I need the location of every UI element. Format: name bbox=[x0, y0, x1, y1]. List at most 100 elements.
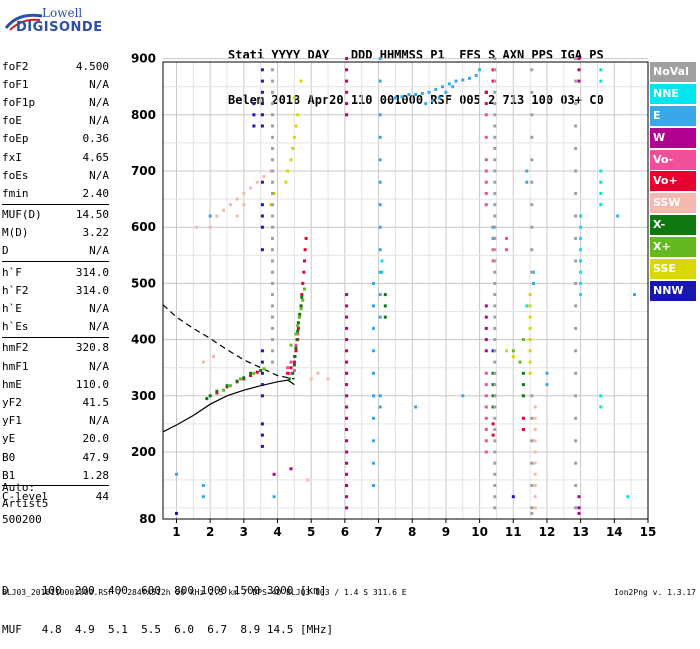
echo-point-ssw bbox=[262, 175, 266, 179]
echo-point-noval bbox=[271, 169, 274, 173]
param-row: foF1p N/A bbox=[2, 93, 109, 111]
param-row: yF2 41.5 bbox=[2, 393, 109, 411]
echo-point-nnw bbox=[260, 433, 264, 437]
echo-point-e bbox=[378, 315, 382, 319]
x-tick-label: 6 bbox=[341, 525, 349, 539]
echo-point-noval bbox=[574, 214, 578, 218]
echo-point-w bbox=[577, 511, 581, 515]
echo-point-w bbox=[345, 439, 349, 443]
echo-point-nne bbox=[525, 304, 529, 308]
param-name: yF2 bbox=[2, 395, 22, 409]
echo-point-e bbox=[378, 225, 382, 229]
echo-point-x- bbox=[208, 394, 212, 398]
echo-point-sse bbox=[272, 192, 276, 195]
echo-point-noval bbox=[271, 326, 274, 330]
echo-point-x- bbox=[294, 346, 298, 350]
param-name: fxI bbox=[2, 150, 22, 164]
echo-point-w bbox=[345, 428, 349, 431]
echo-point-x- bbox=[491, 394, 495, 398]
param-name: h`F2 bbox=[2, 283, 29, 297]
param-value: N/A bbox=[89, 320, 109, 334]
echo-point-e bbox=[378, 248, 382, 252]
echo-point-x- bbox=[242, 376, 246, 380]
echo-point-ssw bbox=[212, 355, 215, 358]
echo-point-sse bbox=[505, 349, 508, 353]
x-tick-label: 14 bbox=[606, 525, 623, 539]
x-tick-label: 10 bbox=[471, 525, 488, 539]
echo-point-e bbox=[372, 304, 375, 308]
polarization-legend: NoVal NNE E W Vo- Vo+ SSW X- X+ SSE NNW bbox=[650, 62, 696, 303]
param-name: foEs bbox=[2, 168, 29, 182]
logo-swoosh-icon bbox=[4, 13, 43, 31]
echo-point-noval bbox=[493, 405, 497, 409]
echo-point-noval bbox=[271, 124, 274, 128]
echo-point-e bbox=[201, 484, 205, 487]
echo-point-x- bbox=[262, 367, 266, 371]
echo-point-noval bbox=[493, 484, 497, 487]
echo-point-nne bbox=[579, 214, 583, 218]
echo-point-ssw bbox=[222, 208, 226, 212]
param-name: hmF1 bbox=[2, 359, 29, 373]
echo-point-vo- bbox=[491, 259, 495, 263]
echo-point-noval bbox=[271, 304, 274, 308]
echo-point-vo- bbox=[491, 79, 495, 83]
param-separator bbox=[2, 261, 109, 263]
electron-density-profile bbox=[162, 379, 295, 433]
param-name: foE bbox=[2, 114, 22, 128]
echo-point-sse bbox=[528, 338, 532, 342]
echo-point-w bbox=[345, 102, 349, 106]
echo-point-nne bbox=[599, 203, 603, 207]
echo-point-e bbox=[454, 79, 458, 83]
echo-point-w bbox=[345, 416, 349, 420]
echo-point-vo- bbox=[521, 416, 525, 420]
param-value: N/A bbox=[89, 414, 109, 428]
echo-point-sse bbox=[291, 147, 295, 150]
echo-point-vo- bbox=[491, 433, 495, 437]
echo-point-e bbox=[378, 79, 382, 83]
echo-point-noval bbox=[493, 124, 497, 128]
echo-point-e bbox=[447, 82, 451, 86]
param-value: 20.0 bbox=[82, 432, 110, 446]
y-tick-label: 300 bbox=[131, 389, 156, 403]
legend-item-w: W bbox=[650, 127, 696, 148]
echo-point-ssw bbox=[533, 484, 537, 487]
echo-point-vo- bbox=[505, 236, 508, 240]
echo-point-sse bbox=[286, 169, 290, 173]
echo-point-noval bbox=[493, 158, 497, 162]
echo-point-noval bbox=[530, 270, 534, 274]
echo-point-noval bbox=[271, 147, 274, 150]
param-value: 4.65 bbox=[82, 150, 110, 164]
echo-point-noval bbox=[574, 416, 578, 420]
echo-point-w bbox=[345, 495, 349, 499]
param-row: h`E N/A bbox=[2, 299, 109, 317]
echo-point-e bbox=[378, 293, 382, 297]
echo-point-e bbox=[378, 158, 382, 162]
echo-point-vo- bbox=[491, 422, 495, 426]
echo-point-vo- bbox=[491, 68, 495, 72]
echo-point-vo- bbox=[484, 416, 488, 420]
y-tick-label: 600 bbox=[131, 220, 156, 234]
echo-point-noval bbox=[271, 338, 274, 342]
echo-point-noval bbox=[530, 113, 534, 117]
logo-line2: DIGISONDE bbox=[16, 20, 103, 35]
echo-point-noval bbox=[530, 203, 534, 207]
param-name: yE bbox=[2, 432, 16, 446]
echo-point-noval bbox=[493, 68, 497, 72]
echo-point-sse bbox=[296, 113, 300, 117]
y-tick-label: 400 bbox=[131, 333, 156, 347]
param-name: h`F bbox=[2, 265, 22, 279]
echo-point-nnw bbox=[260, 349, 264, 353]
echo-point-vo- bbox=[255, 370, 259, 374]
echo-point-noval bbox=[493, 472, 497, 476]
x-tick-label: 15 bbox=[640, 525, 657, 539]
legend-item-vo-: Vo+ bbox=[650, 171, 696, 192]
param-row: B0 47.9 bbox=[2, 448, 109, 466]
param-row: hmE 110.0 bbox=[2, 375, 109, 393]
echo-point-e bbox=[378, 270, 382, 274]
param-row: MUF(D) 14.50 bbox=[2, 206, 109, 224]
echo-point-e bbox=[414, 93, 418, 97]
echo-point-w bbox=[484, 326, 488, 330]
echo-point-nne bbox=[599, 394, 603, 398]
echo-point-w bbox=[484, 349, 488, 353]
echo-point-noval bbox=[493, 192, 497, 195]
